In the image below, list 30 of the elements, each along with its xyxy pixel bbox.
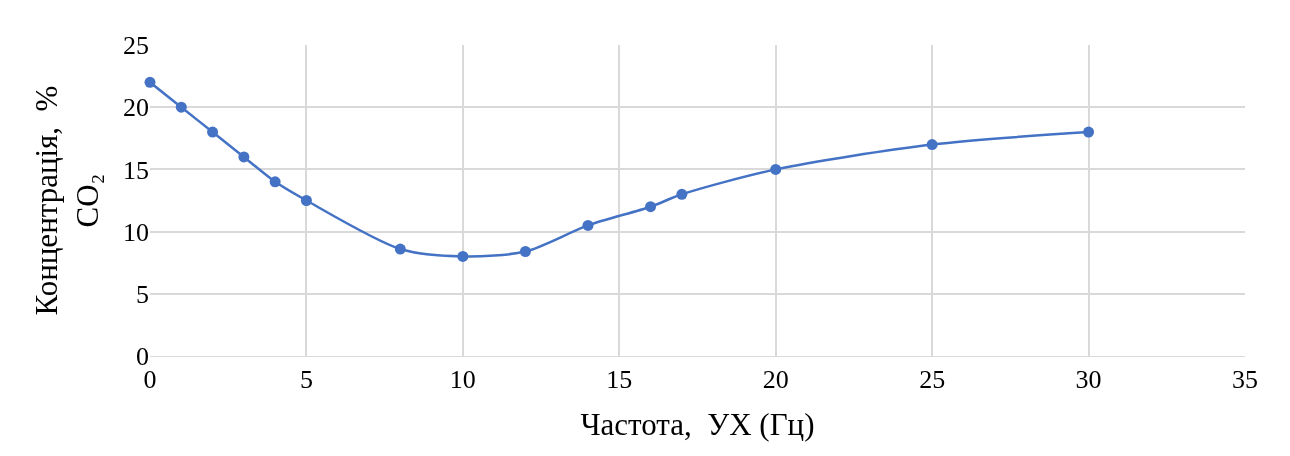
point <box>1083 126 1095 138</box>
point <box>457 250 469 262</box>
y-tick-label: 0 <box>136 342 149 372</box>
y-tick-label: 25 <box>123 31 149 61</box>
point <box>676 188 688 200</box>
point <box>300 195 312 206</box>
point <box>144 76 156 88</box>
y-tick-label: 10 <box>123 217 149 247</box>
y-axis-title: Концентрація, % CO₂ <box>29 85 105 316</box>
x-tick-label: 35 <box>1232 365 1258 395</box>
point <box>269 176 281 188</box>
point <box>207 126 219 138</box>
x-axis-title: Частота, УХ (Гц) <box>580 407 815 443</box>
point <box>770 163 782 175</box>
x-tick-label: 5 <box>299 365 313 395</box>
x-tick-label: 30 <box>1075 365 1102 395</box>
point <box>238 151 250 163</box>
point <box>582 219 594 231</box>
point <box>645 201 657 213</box>
point <box>926 139 938 151</box>
x-tick-label: 20 <box>762 365 789 395</box>
x-tick-label: 15 <box>606 365 633 395</box>
y-tick-label: 5 <box>136 279 149 309</box>
x-tick-label: 10 <box>449 365 476 395</box>
y-tick-label: 20 <box>123 93 149 123</box>
point <box>175 101 187 113</box>
y-tick-label: 15 <box>123 155 149 185</box>
point <box>394 243 406 255</box>
point <box>519 246 531 257</box>
x-tick-label: 25 <box>919 365 946 395</box>
